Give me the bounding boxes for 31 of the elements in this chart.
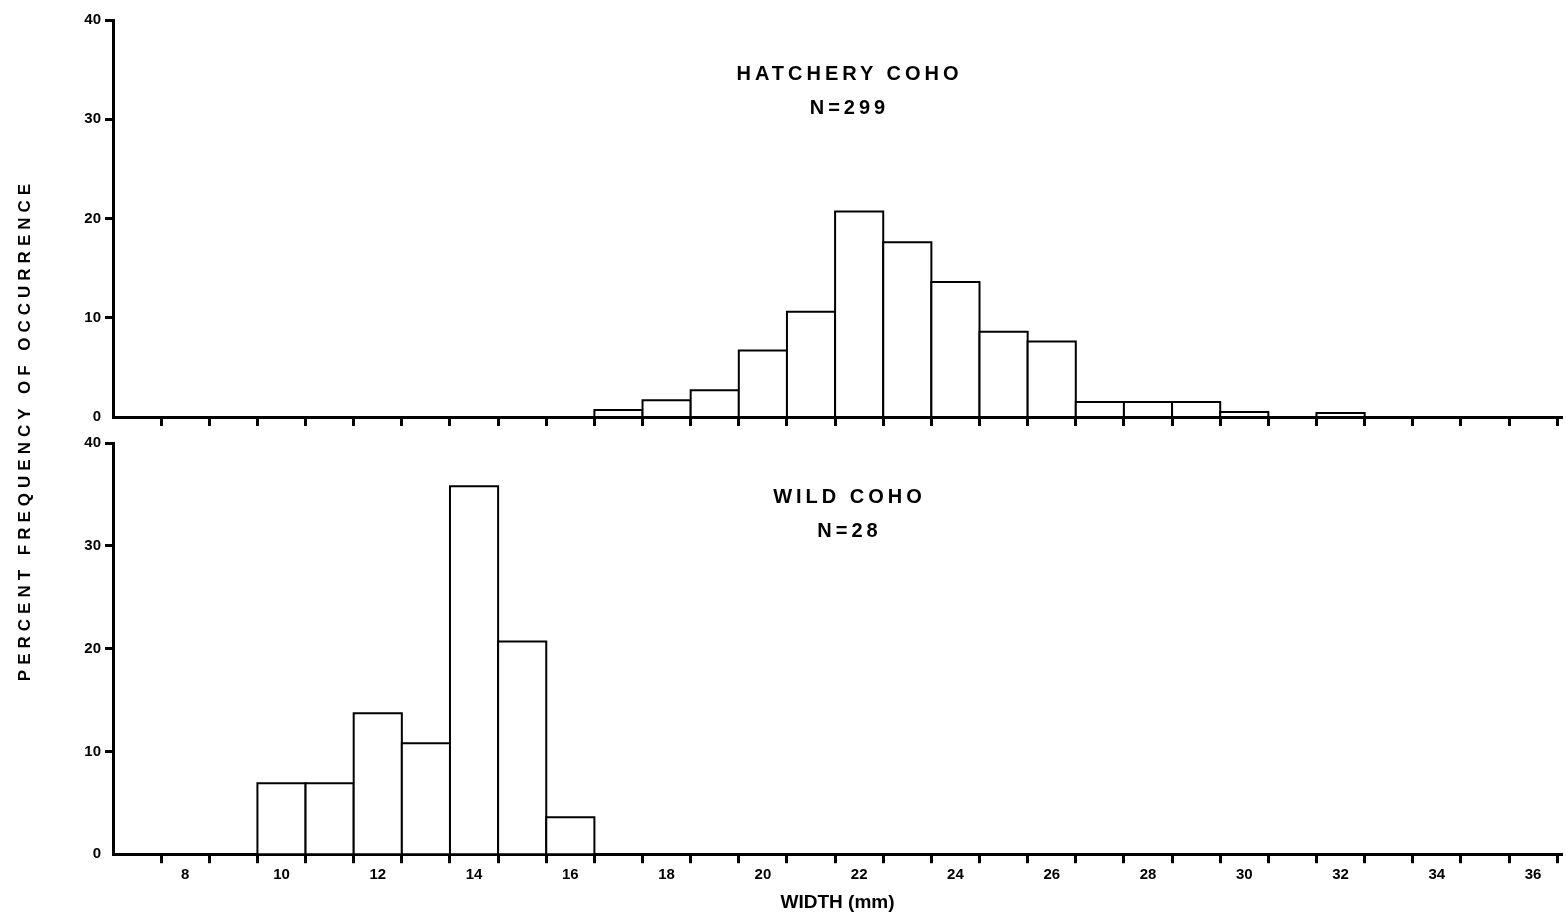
x-tick-label: 28 (1139, 865, 1157, 883)
x-tick-label: 16 (561, 865, 579, 883)
text: N=28 (817, 518, 882, 541)
x-tick-label: 32 (1332, 865, 1349, 883)
text: N=299 (809, 95, 890, 118)
y-tick-label: 30 (84, 109, 101, 127)
x-tick-label: 34 (1428, 865, 1446, 883)
y-tick-label: 20 (84, 208, 101, 226)
y-tick-label: 40 (84, 10, 101, 28)
text: HATCHERY COHO (736, 61, 963, 84)
y-tick-label: 0 (92, 844, 101, 862)
y-tick-label: 0 (92, 407, 101, 425)
x-tick-label: 18 (658, 865, 675, 883)
x-tick-label: 10 (273, 865, 290, 883)
text: WILD COHO (773, 484, 926, 507)
x-tick-label: 36 (1524, 865, 1542, 883)
y-axis-title: PERCENT FREQUENCY OF OCCURRENCE (15, 178, 35, 682)
x-axis-title: WIDTH (mm) (780, 890, 895, 912)
x-tick-label: 26 (1043, 865, 1061, 883)
y-tick-label: 30 (84, 535, 101, 553)
y-tick-label: 10 (84, 741, 101, 759)
x-tick-label: 12 (369, 865, 387, 883)
x-tick-label: 24 (947, 865, 965, 883)
y-tick-label: 40 (84, 433, 101, 451)
x-tick-label: 8 (181, 865, 190, 883)
x-tick-label: 30 (1235, 865, 1253, 883)
y-tick-label: 10 (84, 307, 101, 325)
x-tick-label: 20 (754, 865, 772, 883)
x-tick-label: 14 (465, 865, 484, 883)
y-tick-label: 20 (84, 638, 101, 656)
x-tick-label: 22 (850, 865, 868, 883)
